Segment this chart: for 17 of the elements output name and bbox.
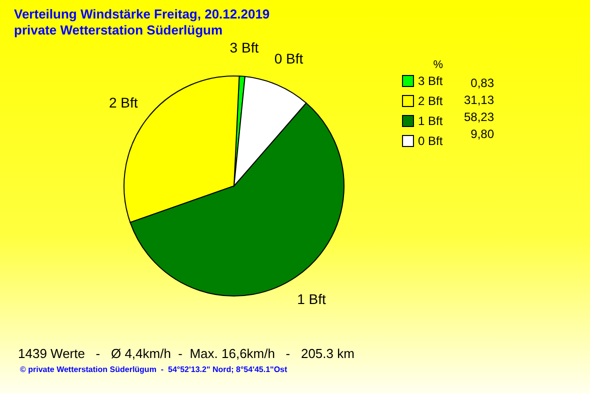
slice-label: 2 Bft — [108, 94, 138, 111]
text: © private Wetterstation Süderlügum - 54°52'13.2" Nord; 8°54'45.1"Ost — [20, 365, 288, 374]
legend-label: 1 Bft — [418, 114, 444, 128]
chart-title: Verteilung Windstärke Freitag, 20.12.2019 — [14, 6, 270, 22]
text: 1439 Werte - Ø 4,4km/h - Max. 16,6km/h - 205.3 km — [18, 346, 354, 361]
legend-title: % — [433, 59, 444, 71]
data-label: 0,83 — [470, 76, 494, 90]
slice-label: 0 Bft — [274, 50, 304, 66]
slice-label: 1 Bft — [297, 291, 326, 308]
slice-label: 3 Bft — [230, 39, 259, 56]
legend-label: 2 Bft — [418, 94, 444, 108]
legend-label: 3 Bft — [418, 74, 444, 88]
data-label: 9,80 — [470, 127, 494, 141]
data-label: 31,13 — [464, 93, 494, 107]
legend-label: 0 Bft — [418, 134, 444, 148]
chart-subtitle: private Wetterstation Süderlügum — [14, 22, 223, 38]
data-label: 58,23 — [464, 110, 494, 124]
